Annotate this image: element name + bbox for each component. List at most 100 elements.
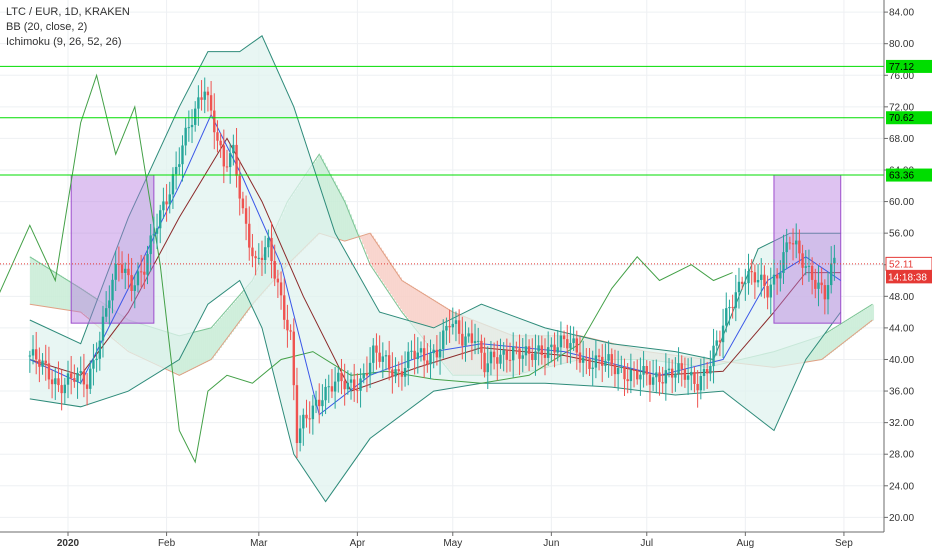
candle-body xyxy=(270,237,273,262)
candle-body xyxy=(384,355,388,357)
candle xyxy=(422,335,426,378)
candle-body xyxy=(238,175,241,199)
candle-body xyxy=(648,374,652,385)
candle-body xyxy=(152,233,156,236)
candle-body xyxy=(403,367,407,377)
candle xyxy=(750,259,753,285)
cloud-strip xyxy=(63,277,67,310)
candle xyxy=(206,86,210,112)
candle xyxy=(108,285,111,325)
candle-body xyxy=(613,364,617,375)
candle xyxy=(95,342,98,373)
cloud-strip xyxy=(229,306,233,335)
cloud-strip xyxy=(241,292,245,319)
cloud-strip xyxy=(871,304,875,321)
candle-body xyxy=(788,242,792,244)
candle xyxy=(521,337,524,373)
candle-body xyxy=(302,414,305,429)
candle xyxy=(562,330,566,348)
candle-body xyxy=(620,367,623,369)
cloud-strip xyxy=(425,295,429,342)
candle-body xyxy=(677,363,680,374)
candle-body xyxy=(817,282,820,289)
candle xyxy=(219,133,222,158)
candle xyxy=(709,350,712,382)
candle xyxy=(480,334,483,370)
candle-body xyxy=(228,153,232,168)
candle xyxy=(686,358,690,395)
candle-body xyxy=(795,240,798,245)
candle-body xyxy=(133,285,136,291)
candle-body xyxy=(190,124,194,128)
candle-body xyxy=(718,340,722,343)
candle xyxy=(578,336,582,373)
candle-body xyxy=(543,354,547,358)
cloud-strip xyxy=(231,304,235,332)
y-tick-label: 80.00 xyxy=(889,39,914,50)
candle xyxy=(769,267,772,315)
candle-body xyxy=(353,379,356,391)
candle-body xyxy=(114,263,117,280)
candle-body xyxy=(31,349,35,356)
candle-body xyxy=(559,335,563,348)
candle xyxy=(457,309,461,345)
candle xyxy=(349,372,353,400)
candle xyxy=(715,330,718,356)
level-label-bg-3 xyxy=(886,168,932,182)
candle xyxy=(98,331,101,371)
candle-body xyxy=(356,390,359,392)
candle xyxy=(359,368,362,408)
cloud-strip xyxy=(859,312,863,330)
candle-body xyxy=(324,386,327,401)
candle xyxy=(550,337,553,363)
candle-body xyxy=(432,349,435,354)
cloud-strip xyxy=(429,297,433,347)
candle-body xyxy=(286,319,289,331)
y-tick-label: 68.00 xyxy=(889,134,914,145)
candle-body xyxy=(664,370,668,384)
candle-body xyxy=(330,386,334,392)
candle xyxy=(35,331,38,375)
cloud-strip xyxy=(359,236,363,240)
candle-body xyxy=(607,354,610,361)
candle-body xyxy=(159,210,162,229)
candle xyxy=(375,333,378,370)
candle xyxy=(591,350,594,387)
plot-area xyxy=(0,0,884,532)
cloud-strip xyxy=(43,265,47,307)
candle xyxy=(82,353,86,398)
candle xyxy=(801,244,804,286)
candle xyxy=(184,118,187,156)
candle-body xyxy=(585,357,588,359)
candle xyxy=(302,408,305,446)
cloud-strip xyxy=(409,285,413,322)
cloud-strip xyxy=(367,233,371,260)
candle-body xyxy=(712,345,715,367)
cloud-strip xyxy=(77,286,81,312)
cloud-strip xyxy=(415,289,419,330)
candle-body xyxy=(671,368,674,378)
candle xyxy=(782,234,785,285)
cloud-strip xyxy=(239,294,243,322)
candle-body xyxy=(721,325,725,343)
cloud-strip xyxy=(225,311,229,340)
candle xyxy=(222,129,226,184)
candle xyxy=(588,348,591,376)
candle xyxy=(60,369,63,411)
candle xyxy=(120,251,124,280)
candle-body xyxy=(381,356,385,362)
candle xyxy=(467,327,470,343)
cloud-strip xyxy=(185,334,189,373)
candle-body xyxy=(769,284,772,298)
candle-body xyxy=(473,341,477,343)
candle-body xyxy=(801,253,804,268)
cloud-strip xyxy=(217,320,221,351)
candle xyxy=(410,340,413,360)
candle-body xyxy=(69,373,73,379)
candle-body xyxy=(54,378,57,385)
cloud-strip xyxy=(343,200,347,241)
candle xyxy=(89,360,92,394)
candle-body xyxy=(629,369,633,382)
cloud-strip xyxy=(825,333,829,357)
